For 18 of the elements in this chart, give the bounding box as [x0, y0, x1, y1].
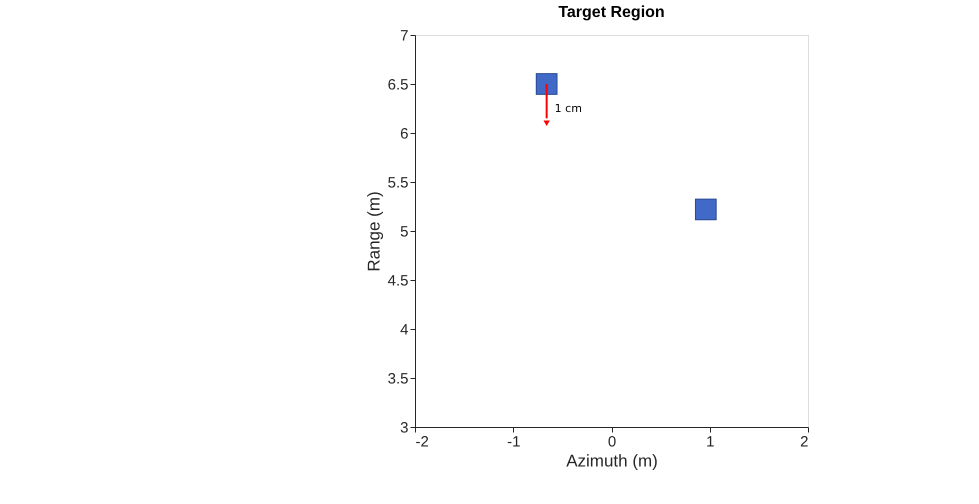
- y-tick-label: 6: [400, 126, 408, 142]
- x-tick-label: 2: [800, 434, 808, 450]
- y-tick-label: 5: [400, 224, 408, 240]
- chart-title: Target Region: [558, 4, 665, 21]
- x-tick-label: -1: [507, 434, 520, 450]
- x-axis-title: Azimuth (m): [566, 452, 658, 470]
- y-tick-label: 3.5: [388, 370, 408, 388]
- y-tick-label: 5.5: [388, 174, 408, 192]
- x-tick-label: 1: [706, 434, 714, 450]
- y-tick-label: 6.5: [388, 76, 408, 94]
- x-tick-label: -2: [416, 434, 429, 450]
- annotation: 1 cm: [554, 102, 582, 116]
- y-axis-title: Range (m): [364, 191, 384, 272]
- y-tick-label: 4.5: [388, 272, 408, 290]
- x-tick-label: 0: [608, 434, 616, 450]
- y-tick-label: 7: [400, 28, 408, 44]
- y-tick-label: 4: [400, 322, 408, 338]
- y-tick-label: 3: [400, 420, 408, 436]
